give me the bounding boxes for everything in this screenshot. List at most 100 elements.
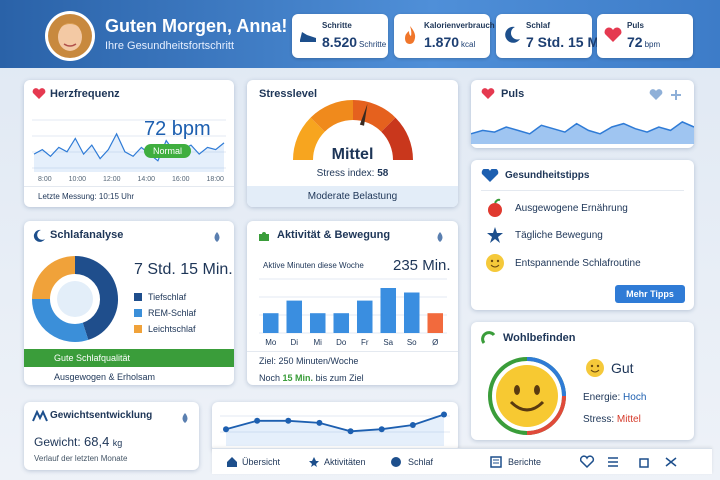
gauge-segment: [380, 117, 413, 161]
x-tick-label: Ø: [432, 338, 438, 347]
sleep-donut: [32, 256, 118, 342]
card-title: Gesundheitstipps: [505, 170, 590, 181]
card-title: Schlafanalyse: [50, 229, 124, 241]
card-title: Stresslevel: [259, 88, 318, 100]
card-title: Puls: [501, 88, 525, 100]
gauge-segment: [293, 117, 326, 161]
heart-rate-card: Herzfrequenz 72 bpm Normal 8:00 10:00 12:0…: [24, 80, 234, 207]
stress: Stress: Mittel: [583, 414, 641, 425]
line-area: [471, 121, 694, 144]
x-tick-label: So: [407, 338, 417, 347]
nav-item[interactable]: Übersicht: [242, 457, 281, 467]
remaining-suffix: bis zum Ziel: [315, 373, 364, 383]
bar: [356, 300, 373, 333]
sleep-total: 7 Std. 15 Min.: [134, 261, 233, 278]
weight: Gewicht: 68,4 kg: [34, 434, 122, 449]
energy: Energie: Hoch: [583, 392, 646, 403]
moon-icon: [505, 26, 520, 43]
nav-bar: Übersicht Aktivitäten Schlaf Berichte: [212, 448, 712, 474]
bar: [262, 313, 279, 333]
smile-icon: [486, 254, 504, 272]
flame-icon: [405, 26, 416, 44]
activity-total: 235 Min.: [393, 257, 451, 274]
stat-card[interactable]: Kalorienverbrauch 1.870 kcal: [394, 14, 495, 58]
stress-gauge: [293, 100, 413, 161]
activity-remaining: Noch 15 Min. bis zum Ziel: [259, 373, 364, 383]
point: [441, 411, 447, 418]
donut-segment: [74, 256, 118, 340]
card-title: Herzfrequenz: [50, 88, 120, 100]
legend-item: Tiefschlaf: [134, 289, 196, 305]
drop-icon[interactable]: [433, 231, 447, 243]
more-tips-button[interactable]: Mehr Tipps: [615, 285, 685, 303]
stat-label: Kalorienverbrauch: [424, 21, 495, 30]
stress-index: Stress index: 58: [247, 168, 458, 179]
gauge-segment: [352, 100, 396, 133]
apple-icon: [488, 198, 502, 217]
stress-card: Stresslevel Mittel Stress index: 58 Mode…: [247, 80, 458, 207]
report-icon: [490, 456, 502, 468]
x-tick-label: Di: [290, 338, 298, 347]
shoe-icon: [300, 32, 316, 42]
legend-swatch: [134, 293, 142, 301]
index-value: 58: [377, 168, 389, 179]
leaf-icon: [481, 331, 496, 344]
stat-card[interactable]: Schlaf 7 Std. 15 Min.: [496, 14, 615, 58]
card-title: Gewichtsentwicklung: [50, 410, 153, 421]
card-title: Wohlbefinden: [503, 332, 576, 344]
legend-label: REM-Schlaf: [148, 308, 197, 318]
legend-item: REM-Schlaf: [134, 305, 196, 321]
x-tick-label: 14:00: [137, 176, 156, 183]
stat-label: Schlaf: [526, 21, 551, 30]
gauge-segment: [310, 100, 354, 133]
pulse-icons[interactable]: [649, 88, 685, 102]
drop-icon[interactable]: [210, 231, 224, 243]
bar: [380, 288, 397, 333]
small-face: [586, 359, 604, 377]
divider: [247, 351, 458, 352]
point: [223, 426, 229, 433]
gauge-needle: [359, 103, 368, 126]
legend-label: Leichtschlaf: [148, 324, 196, 334]
line: [225, 413, 445, 433]
tips-card: Gesundheitstipps Ausgewogene Ernährung T…: [471, 160, 694, 310]
scale-icon: [32, 410, 48, 422]
point: [316, 419, 323, 426]
legend-item: Leichtschlaf: [134, 321, 196, 337]
point: [347, 428, 354, 435]
mood: Gut: [611, 360, 634, 376]
line-area: [34, 133, 224, 172]
stat-card[interactable]: Puls 72 bpm: [597, 14, 693, 58]
donut-center: [57, 281, 93, 317]
nav-item[interactable]: Schlaf: [408, 457, 434, 467]
remaining-prefix: Noch: [259, 373, 281, 383]
point: [285, 417, 292, 424]
stat-label: Puls: [627, 21, 644, 30]
donut-segment: [32, 298, 89, 342]
nav-item[interactable]: Aktivitäten: [324, 457, 366, 467]
energy-value: Hoch: [623, 392, 647, 403]
trend-chart: [220, 411, 450, 446]
heart-icon: [32, 88, 46, 99]
stat-card[interactable]: Schritte 8.520 Schritte: [292, 14, 388, 58]
heart-icon: [481, 88, 495, 99]
run-icon: [487, 227, 503, 243]
x-tick-label: Mi: [314, 338, 323, 347]
greeting: Guten Morgen, Anna!: [105, 16, 288, 36]
nav-icons[interactable]: [580, 455, 700, 469]
pulse-card: Puls: [471, 80, 694, 148]
nav-item[interactable]: Berichte: [508, 457, 542, 467]
tip-item: Ausgewogene Ernährung: [515, 203, 628, 214]
stress-note: Moderate Belastung: [247, 186, 458, 207]
remaining-value: 15 Min.: [282, 373, 314, 383]
line-area: [226, 414, 444, 446]
avatar: [45, 11, 95, 61]
bar: [403, 292, 420, 333]
divider: [24, 186, 234, 187]
x-tick-label: 10:00: [68, 176, 87, 183]
bar: [286, 300, 303, 333]
index-label: Stress index:: [316, 168, 375, 179]
drop-icon[interactable]: [178, 412, 192, 424]
x-labels: 8:00 10:00 12:00 14:00 16:00 18:00: [38, 176, 224, 183]
sleep-card: Schlafanalyse 7 Std. 15 Min. Tiefschlaf R…: [24, 221, 234, 385]
